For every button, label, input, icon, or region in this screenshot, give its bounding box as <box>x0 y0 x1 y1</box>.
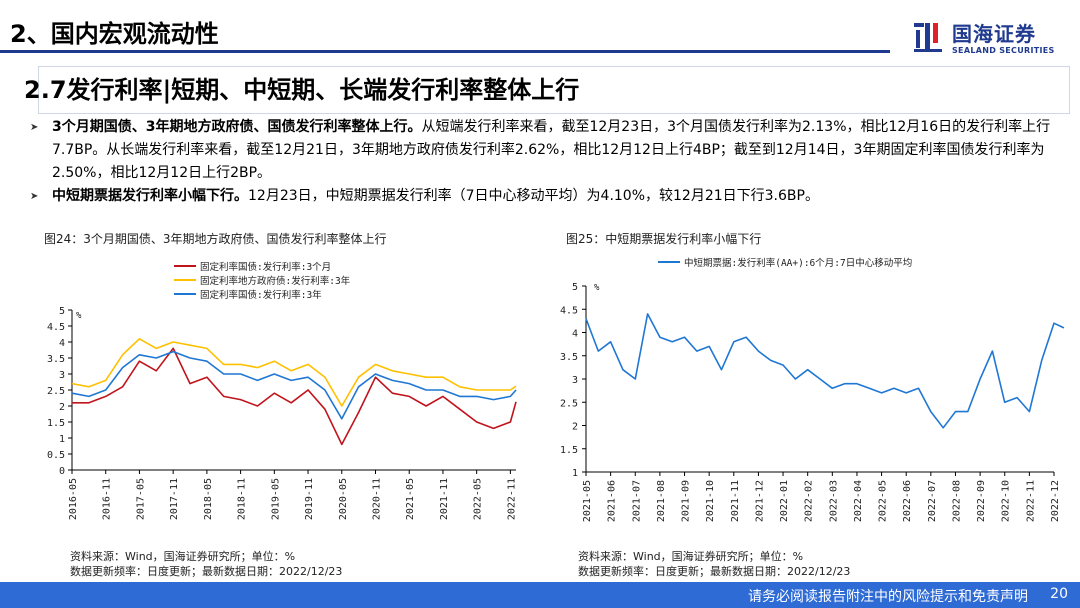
y-tick-label: 4 <box>572 329 578 340</box>
y-tick-label: 4.5 <box>47 322 65 333</box>
chart-figure-24: 固定利率国债:发行利率:3个月固定利率地方政府债:发行利率:3年固定利率国债:发… <box>47 261 517 520</box>
y-tick-label: 1.5 <box>47 418 65 429</box>
y-tick-label: 2 <box>59 402 65 413</box>
x-tick-label: 2022-09 <box>976 480 987 522</box>
bullet-heading: 3个月期国债、3年期地方政府债、国债发行利率整体上行。 <box>52 119 422 135</box>
x-tick-label: 2022-01 <box>779 480 790 522</box>
legend-label: 固定利率地方政府债:发行利率:3年 <box>200 275 351 287</box>
series-line <box>71 338 517 407</box>
x-tick-label: 2021-11 <box>439 478 450 520</box>
y-tick-label: 1.5 <box>560 445 578 456</box>
x-tick-label: 2022-06 <box>902 480 913 522</box>
x-tick-label: 2022-03 <box>828 480 839 522</box>
logo-text-en: SEALAND SECURITIES <box>952 46 1055 55</box>
x-tick-label: 2016-05 <box>68 478 79 520</box>
unit-label: % <box>594 283 600 293</box>
bullet-arrow-icon: ➤ <box>30 122 39 133</box>
x-tick-label: 2019-11 <box>304 478 315 520</box>
y-tick-label: 1 <box>59 434 65 445</box>
x-tick-label: 2022-11 <box>1025 480 1036 522</box>
x-tick-label: 2021-08 <box>656 480 667 522</box>
x-tick-label: 2020-05 <box>338 478 349 520</box>
y-tick-label: 2.5 <box>47 386 65 397</box>
unit-label: % <box>76 311 82 321</box>
bullet-list: ➤ 3个月期国债、3年期地方政府债、国债发行利率整体上行。从短端发行利率来看，截… <box>24 116 1064 208</box>
x-tick-label: 2021-12 <box>754 480 765 522</box>
logo-mark-icon <box>914 23 942 52</box>
logo-text-cn: 国海证券 <box>952 22 1036 46</box>
bullet-item: ➤ 中短期票据发行利率小幅下行。12月23日，中短期票据发行利率（7日中心移动平… <box>24 185 1064 208</box>
y-tick-label: 1 <box>572 468 578 479</box>
bullet-text: 从短端发行利率来看，截至12月23日，3个月国债发行利率为2.13%，相比12月… <box>52 119 1051 181</box>
x-tick-label: 2022-11 <box>506 478 517 520</box>
legend-label: 中短期票据:发行利率(AA+):6个月:7日中心移动平均 <box>684 257 912 269</box>
x-tick-label: 2021-10 <box>705 480 716 522</box>
footer-disclaimer: 请务必阅读报告附注中的风险提示和免责声明 <box>748 589 1028 605</box>
x-tick-label: 2020-11 <box>371 478 382 520</box>
x-tick-label: 2021-11 <box>730 480 741 522</box>
bullet-item: ➤ 3个月期国债、3年期地方政府债、国债发行利率整体上行。从短端发行利率来看，截… <box>24 116 1064 185</box>
figure-24-source: 资料来源：Wind，国海证券研究所；单位：% 数据更新频率：日度更新；最新数据日… <box>70 549 342 579</box>
x-tick-label: 2017-11 <box>169 478 180 520</box>
x-tick-label: 2021-09 <box>681 480 692 522</box>
company-logo: 国海证券 SEALAND SECURITIES <box>912 18 1062 62</box>
header-divider <box>0 50 890 53</box>
legend-label: 固定利率国债:发行利率:3年 <box>200 289 322 301</box>
y-tick-label: 4 <box>59 338 65 349</box>
y-tick-label: 3.5 <box>560 352 578 363</box>
x-tick-label: 2022-05 <box>878 480 889 522</box>
chart-figure-25: 中短期票据:发行利率(AA+):6个月:7日中心移动平均% 1 1.5 2 2.5 3 3.… <box>560 257 1065 522</box>
y-tick-label: 0.5 <box>47 450 65 461</box>
y-tick-label: 5 <box>572 282 578 293</box>
y-tick-label: 5 <box>59 306 65 317</box>
page-number: 20 <box>1050 586 1068 602</box>
y-tick-label: 2 <box>572 422 578 433</box>
y-tick-label: 3.5 <box>47 354 65 365</box>
x-tick-label: 2017-05 <box>135 478 146 520</box>
y-tick-label: 4.5 <box>560 305 578 316</box>
x-tick-label: 2022-07 <box>927 480 938 522</box>
x-tick-label: 2022-05 <box>473 478 484 520</box>
x-tick-label: 2016-11 <box>102 478 113 520</box>
x-tick-label: 2019-05 <box>270 478 281 520</box>
figure-25-source: 资料来源：Wind，国海证券研究所；单位：% 数据更新频率：日度更新；最新数据日… <box>578 549 850 579</box>
figure-25-source-line: 资料来源：Wind，国海证券研究所；单位：% <box>578 550 804 563</box>
x-tick-label: 2021-05 <box>582 480 593 522</box>
bullet-heading: 中短期票据发行利率小幅下行。 <box>52 188 248 204</box>
x-tick-label: 2022-04 <box>853 480 864 522</box>
x-tick-label: 2022-02 <box>804 480 815 522</box>
y-tick-label: 0 <box>59 466 65 477</box>
x-tick-label: 2021-06 <box>607 480 618 522</box>
figure-24-source-line: 资料来源：Wind，国海证券研究所；单位：% <box>70 550 296 563</box>
y-tick-label: 3 <box>572 375 578 386</box>
x-tick-label: 2018-11 <box>237 478 248 520</box>
x-tick-label: 2021-07 <box>631 480 642 522</box>
y-tick-label: 3 <box>59 370 65 381</box>
x-tick-label: 2022-10 <box>1001 480 1012 522</box>
x-tick-label: 2021-05 <box>405 478 416 520</box>
title-box <box>38 66 1070 114</box>
x-tick-label: 2022-12 <box>1050 480 1061 522</box>
figure-25-title: 图25：中短期票据发行利率小幅下行 <box>566 232 762 246</box>
series-line <box>72 347 517 446</box>
x-tick-label: 2022-08 <box>951 480 962 522</box>
section-title: 2、国内宏观流动性 <box>10 20 219 48</box>
figure-24-title: 图24：3个月期国债、3年期地方政府债、国债发行利率整体上行 <box>44 232 387 246</box>
bullet-text: 12月23日，中短期票据发行利率（7日中心移动平均）为4.10%，较12月21日… <box>248 188 819 204</box>
y-tick-label: 2.5 <box>560 398 578 409</box>
page-title: 2.7发行利率|短期、中短期、长端发行利率整体上行 <box>24 76 580 104</box>
bullet-arrow-icon: ➤ <box>30 191 39 202</box>
figure-24-update-line: 数据更新频率：日度更新；最新数据日期：2022/12/23 <box>70 565 343 578</box>
legend-label: 固定利率国债:发行利率:3个月 <box>200 261 331 273</box>
figure-25-update-line: 数据更新频率：日度更新；最新数据日期：2022/12/23 <box>578 565 851 578</box>
footer-bar: 请务必阅读报告附注中的风险提示和免责声明 20 <box>0 582 1080 608</box>
series-line <box>585 313 1065 429</box>
series-line <box>71 350 517 420</box>
x-tick-label: 2018-05 <box>203 478 214 520</box>
